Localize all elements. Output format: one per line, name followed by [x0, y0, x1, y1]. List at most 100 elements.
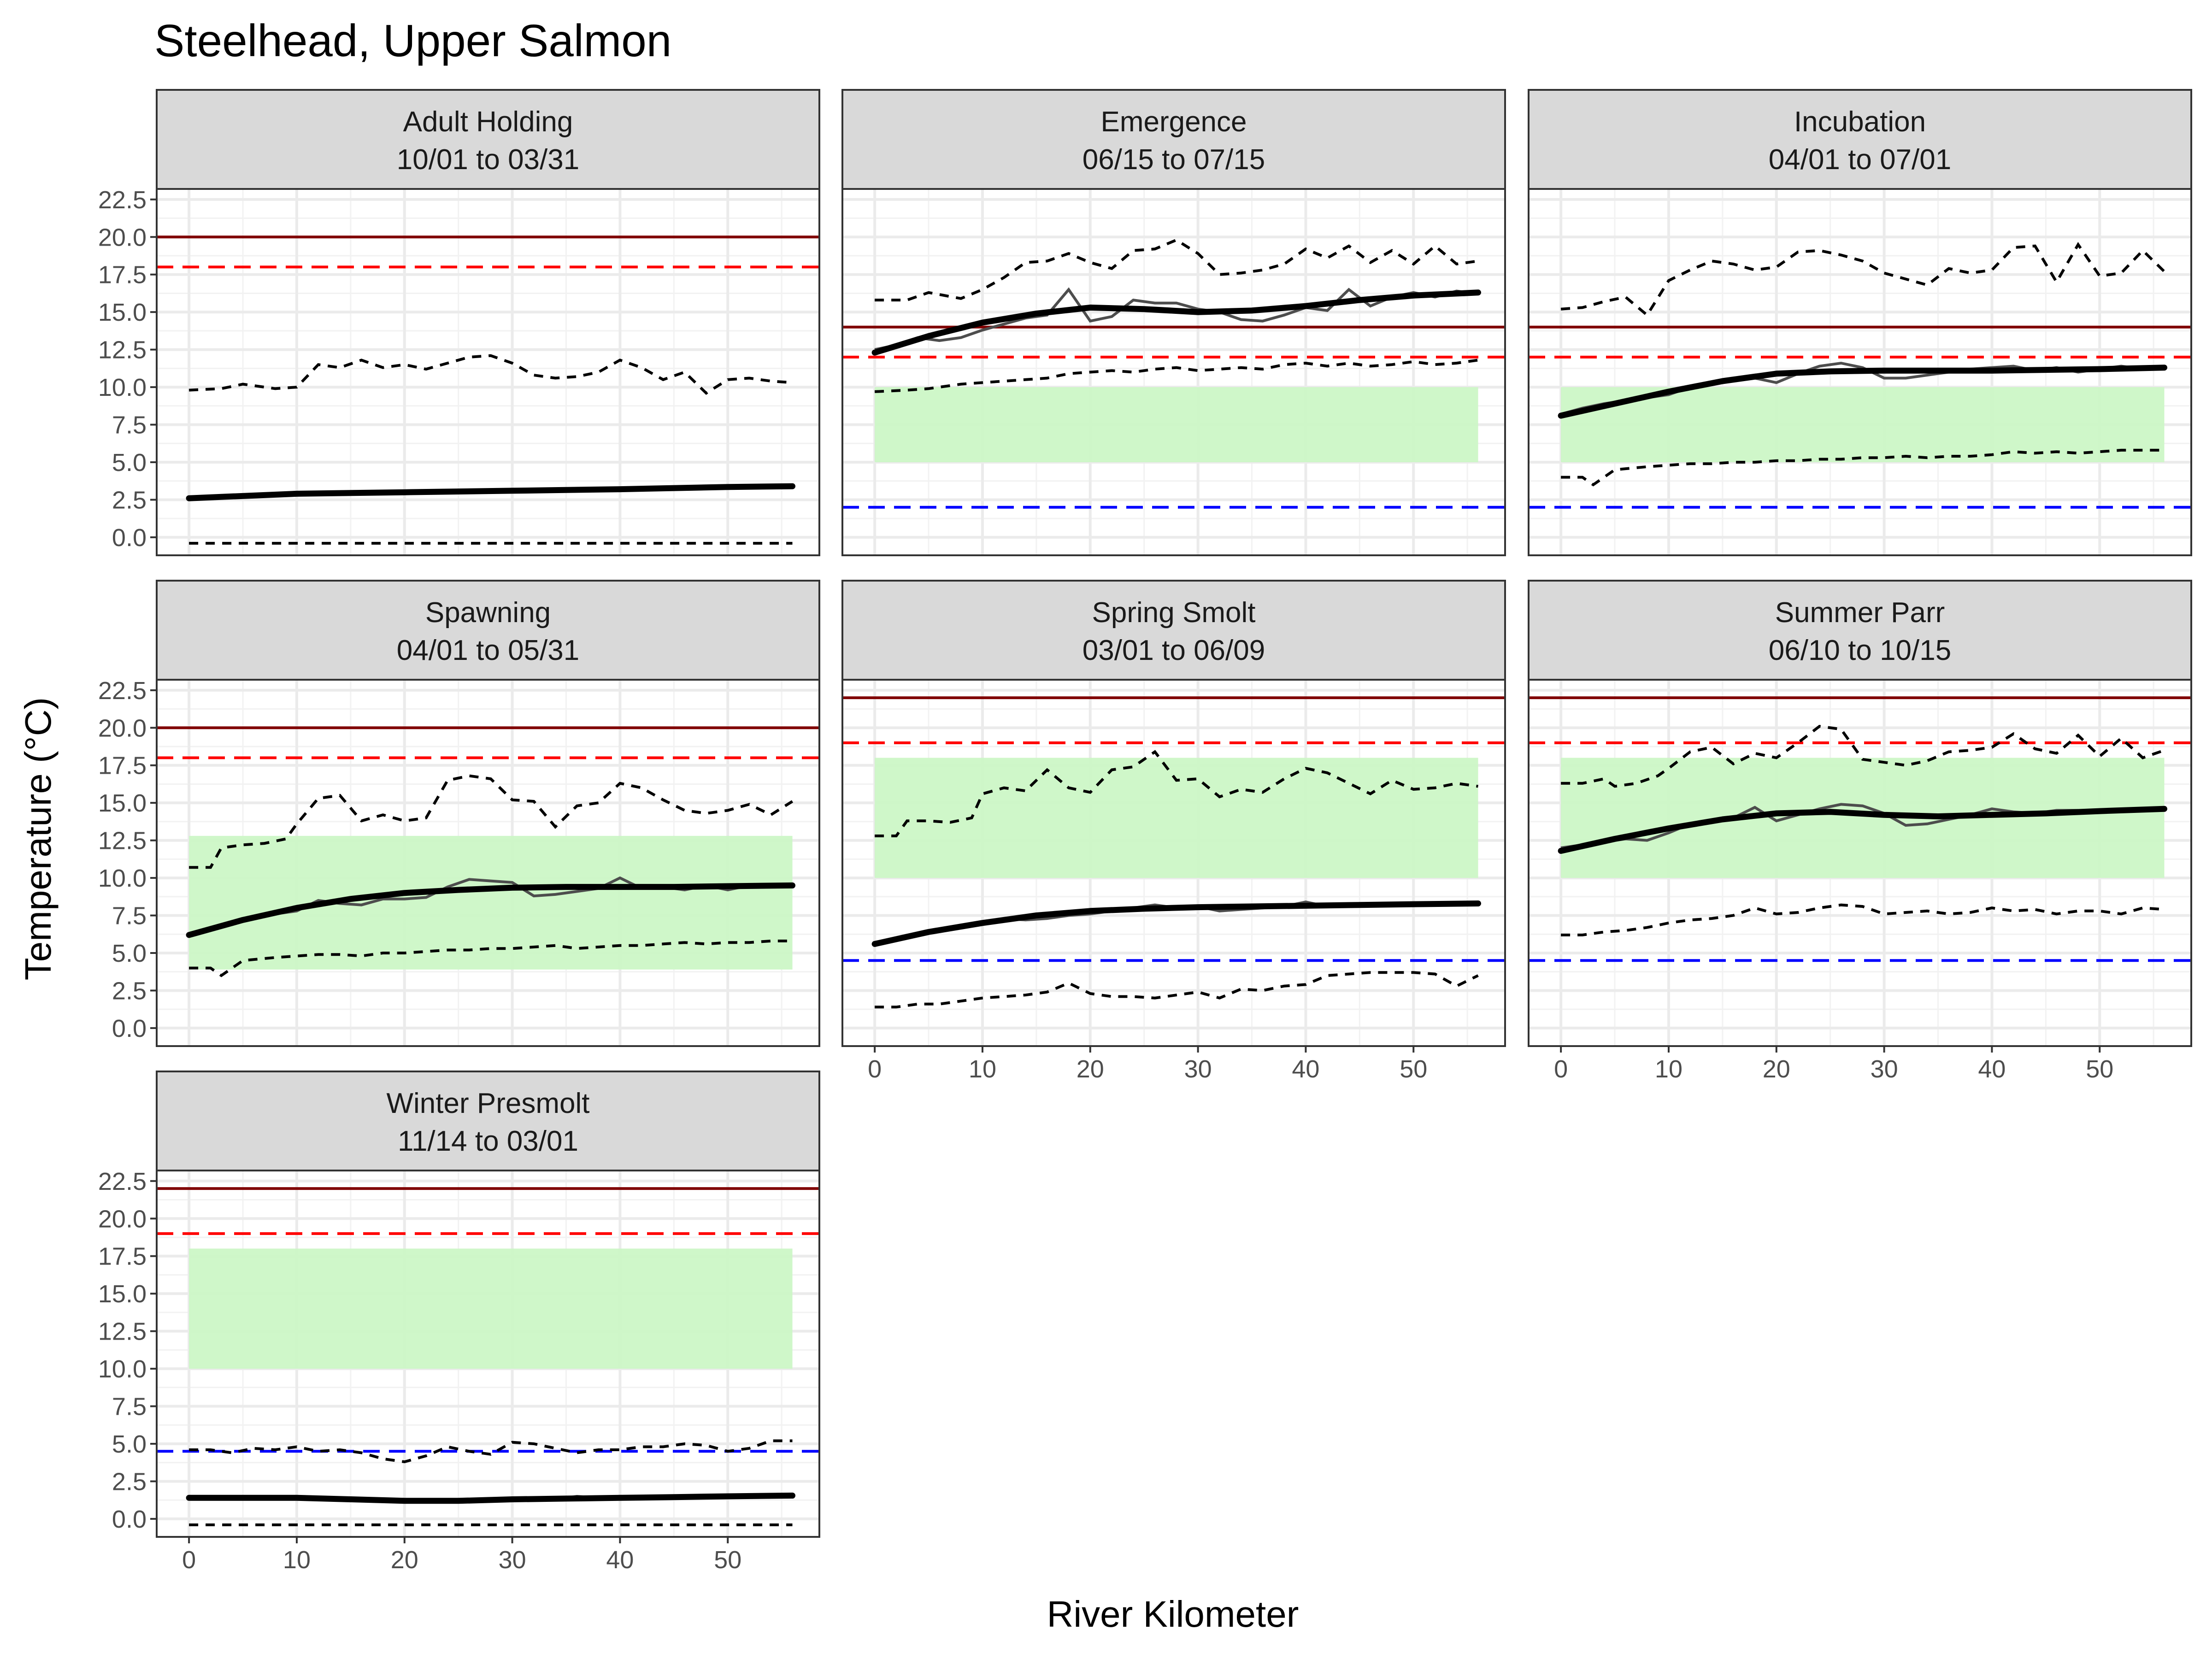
- y-tick-label: 5.0: [112, 449, 147, 477]
- optimal-range-band: [1561, 387, 2165, 462]
- x-tick-label: 50: [714, 1546, 741, 1574]
- optimal-range-band: [189, 1248, 793, 1369]
- panel-summer-parr: Summer Parr 06/10 to 10/15 0 10 20 30 40 50: [1528, 580, 2192, 1083]
- y-tick-label: 17.5: [98, 261, 147, 289]
- x-tick-label: 20: [1077, 1055, 1104, 1083]
- y-tick-label: 7.5: [112, 902, 147, 930]
- x-tick-label: 40: [606, 1546, 634, 1574]
- y-tick-label: 2.5: [112, 977, 147, 1005]
- strip-dates: 06/10 to 10/15: [1769, 635, 1951, 666]
- strip-spring-smolt: [841, 580, 1506, 681]
- y-tick-label: 12.5: [98, 1318, 147, 1346]
- strip-dates: 11/14 to 03/01: [398, 1125, 578, 1157]
- x-tick-label: 50: [1400, 1055, 1427, 1083]
- upper-range-line: [1560, 241, 2165, 318]
- y-tick-label: 22.5: [98, 1168, 147, 1195]
- trend-line: [1558, 365, 2167, 419]
- y-tick-label: 20.0: [98, 224, 147, 251]
- panel-border: [156, 1170, 820, 1538]
- panel-spring-smolt: Spring Smolt 03/01 to 06/09 0 10 20 30 40 50: [841, 580, 1506, 1083]
- x-tick-label: 50: [2086, 1055, 2113, 1083]
- x-tick-label: 40: [1292, 1055, 1319, 1083]
- strip-dates: 06/15 to 07/15: [1082, 144, 1265, 176]
- x-tick-label: 30: [499, 1546, 526, 1574]
- y-tick-label: 17.5: [98, 752, 147, 780]
- strip-title: Spring Smolt: [1092, 597, 1256, 629]
- upper-range-line: [875, 238, 1478, 302]
- optimal-range-band: [875, 387, 1478, 462]
- strip-summer-parr: [1528, 580, 2192, 681]
- y-tick-label: 0.0: [112, 1506, 147, 1533]
- panel-emergence: Emergence 06/15 to 07/15: [841, 89, 1506, 556]
- lower-range-line: [874, 359, 1478, 393]
- x-axis-title: River Kilometer: [1047, 1594, 1299, 1635]
- strip-title: Emergence: [1100, 106, 1247, 138]
- y-tick-label: 10.0: [98, 374, 147, 401]
- panel-border: [841, 188, 1506, 556]
- trend-line: [186, 882, 795, 938]
- optimal-range-band: [1561, 758, 2165, 878]
- y-tick-label: 15.0: [98, 1280, 147, 1308]
- observed-line: [874, 287, 1478, 351]
- lower-range-line: [1561, 903, 2165, 936]
- y-tick-label: 0.0: [112, 524, 147, 552]
- y-tick-label: 12.5: [98, 827, 147, 855]
- y-axis-title: Temperature (°C): [18, 697, 59, 980]
- panel-winter-presmolt: Winter Presmolt 11/14 to 03/01 0.0 2.5 5.0 7.…: [98, 1071, 820, 1574]
- strip-title: Incubation: [1794, 106, 1926, 138]
- y-tick-label: 5.0: [112, 1430, 147, 1458]
- strip-winter-presmolt: [156, 1071, 820, 1171]
- chart-title: Steelhead, Upper Salmon: [154, 15, 671, 66]
- panel-spawning: Spawning 04/01 to 05/31 0.0 2.5 5.0 7.5 10.0 12…: [98, 580, 820, 1047]
- x-tick-label: 10: [1655, 1055, 1683, 1083]
- x-tick-label: 0: [868, 1055, 882, 1083]
- strip-dates: 10/01 to 03/31: [397, 144, 579, 176]
- y-tick-label: 2.5: [112, 1468, 147, 1495]
- strip-title: Spawning: [425, 597, 551, 629]
- panel-border: [1528, 188, 2192, 556]
- y-tick-label: 5.0: [112, 940, 147, 967]
- x-tick-label: 10: [969, 1055, 996, 1083]
- y-tick-label: 22.5: [98, 677, 147, 705]
- y-tick-label: 15.0: [98, 789, 147, 817]
- strip-emergence: [841, 89, 1506, 190]
- plot-background: [842, 189, 1505, 555]
- upper-range-line: [875, 750, 1478, 837]
- trend-line: [186, 483, 795, 501]
- y-tick-label: 22.5: [98, 186, 147, 214]
- panel-incubation: Incubation 04/01 to 07/01: [1528, 89, 2192, 556]
- trend-line: [1558, 806, 2167, 854]
- x-tick-label: 0: [182, 1546, 196, 1574]
- upper-range-line: [188, 354, 793, 395]
- panel-adult-holding: Adult Holding 10/01 to 03/31 0.0 2.5 5.0 7.5 1…: [98, 89, 820, 556]
- y-tick-label: 20.0: [98, 1205, 147, 1233]
- optimal-range-band: [189, 835, 793, 970]
- trend-line: [871, 289, 1481, 356]
- y-tick-label: 20.0: [98, 714, 147, 742]
- y-tick-label: 17.5: [98, 1243, 147, 1271]
- x-tick-label: 30: [1871, 1055, 1898, 1083]
- upper-range-line: [189, 1439, 793, 1464]
- panel-border: [841, 679, 1506, 1047]
- y-tick-label: 0.0: [112, 1015, 147, 1042]
- strip-adult-holding: [156, 89, 820, 190]
- strip-dates: 04/01 to 07/01: [1769, 144, 1951, 176]
- y-tick-label: 10.0: [98, 1355, 147, 1383]
- y-tick-label: 2.5: [112, 486, 147, 514]
- strip-incubation: [1528, 89, 2192, 190]
- strip-title: Winter Presmolt: [387, 1088, 590, 1119]
- trend-line: [186, 1492, 795, 1504]
- strip-dates: 03/01 to 06/09: [1082, 635, 1265, 666]
- trend-line: [871, 900, 1481, 947]
- strip-title: Adult Holding: [403, 106, 573, 138]
- x-tick-label: 10: [283, 1546, 311, 1574]
- upper-range-line: [189, 774, 794, 869]
- x-tick-label: 20: [1763, 1055, 1790, 1083]
- y-tick-label: 15.0: [98, 299, 147, 326]
- lower-range-line: [875, 971, 1479, 1009]
- y-tick-label: 7.5: [112, 412, 147, 439]
- strip-spawning: [156, 580, 820, 681]
- lower-range-line: [189, 939, 793, 977]
- x-tick-label: 20: [391, 1546, 418, 1574]
